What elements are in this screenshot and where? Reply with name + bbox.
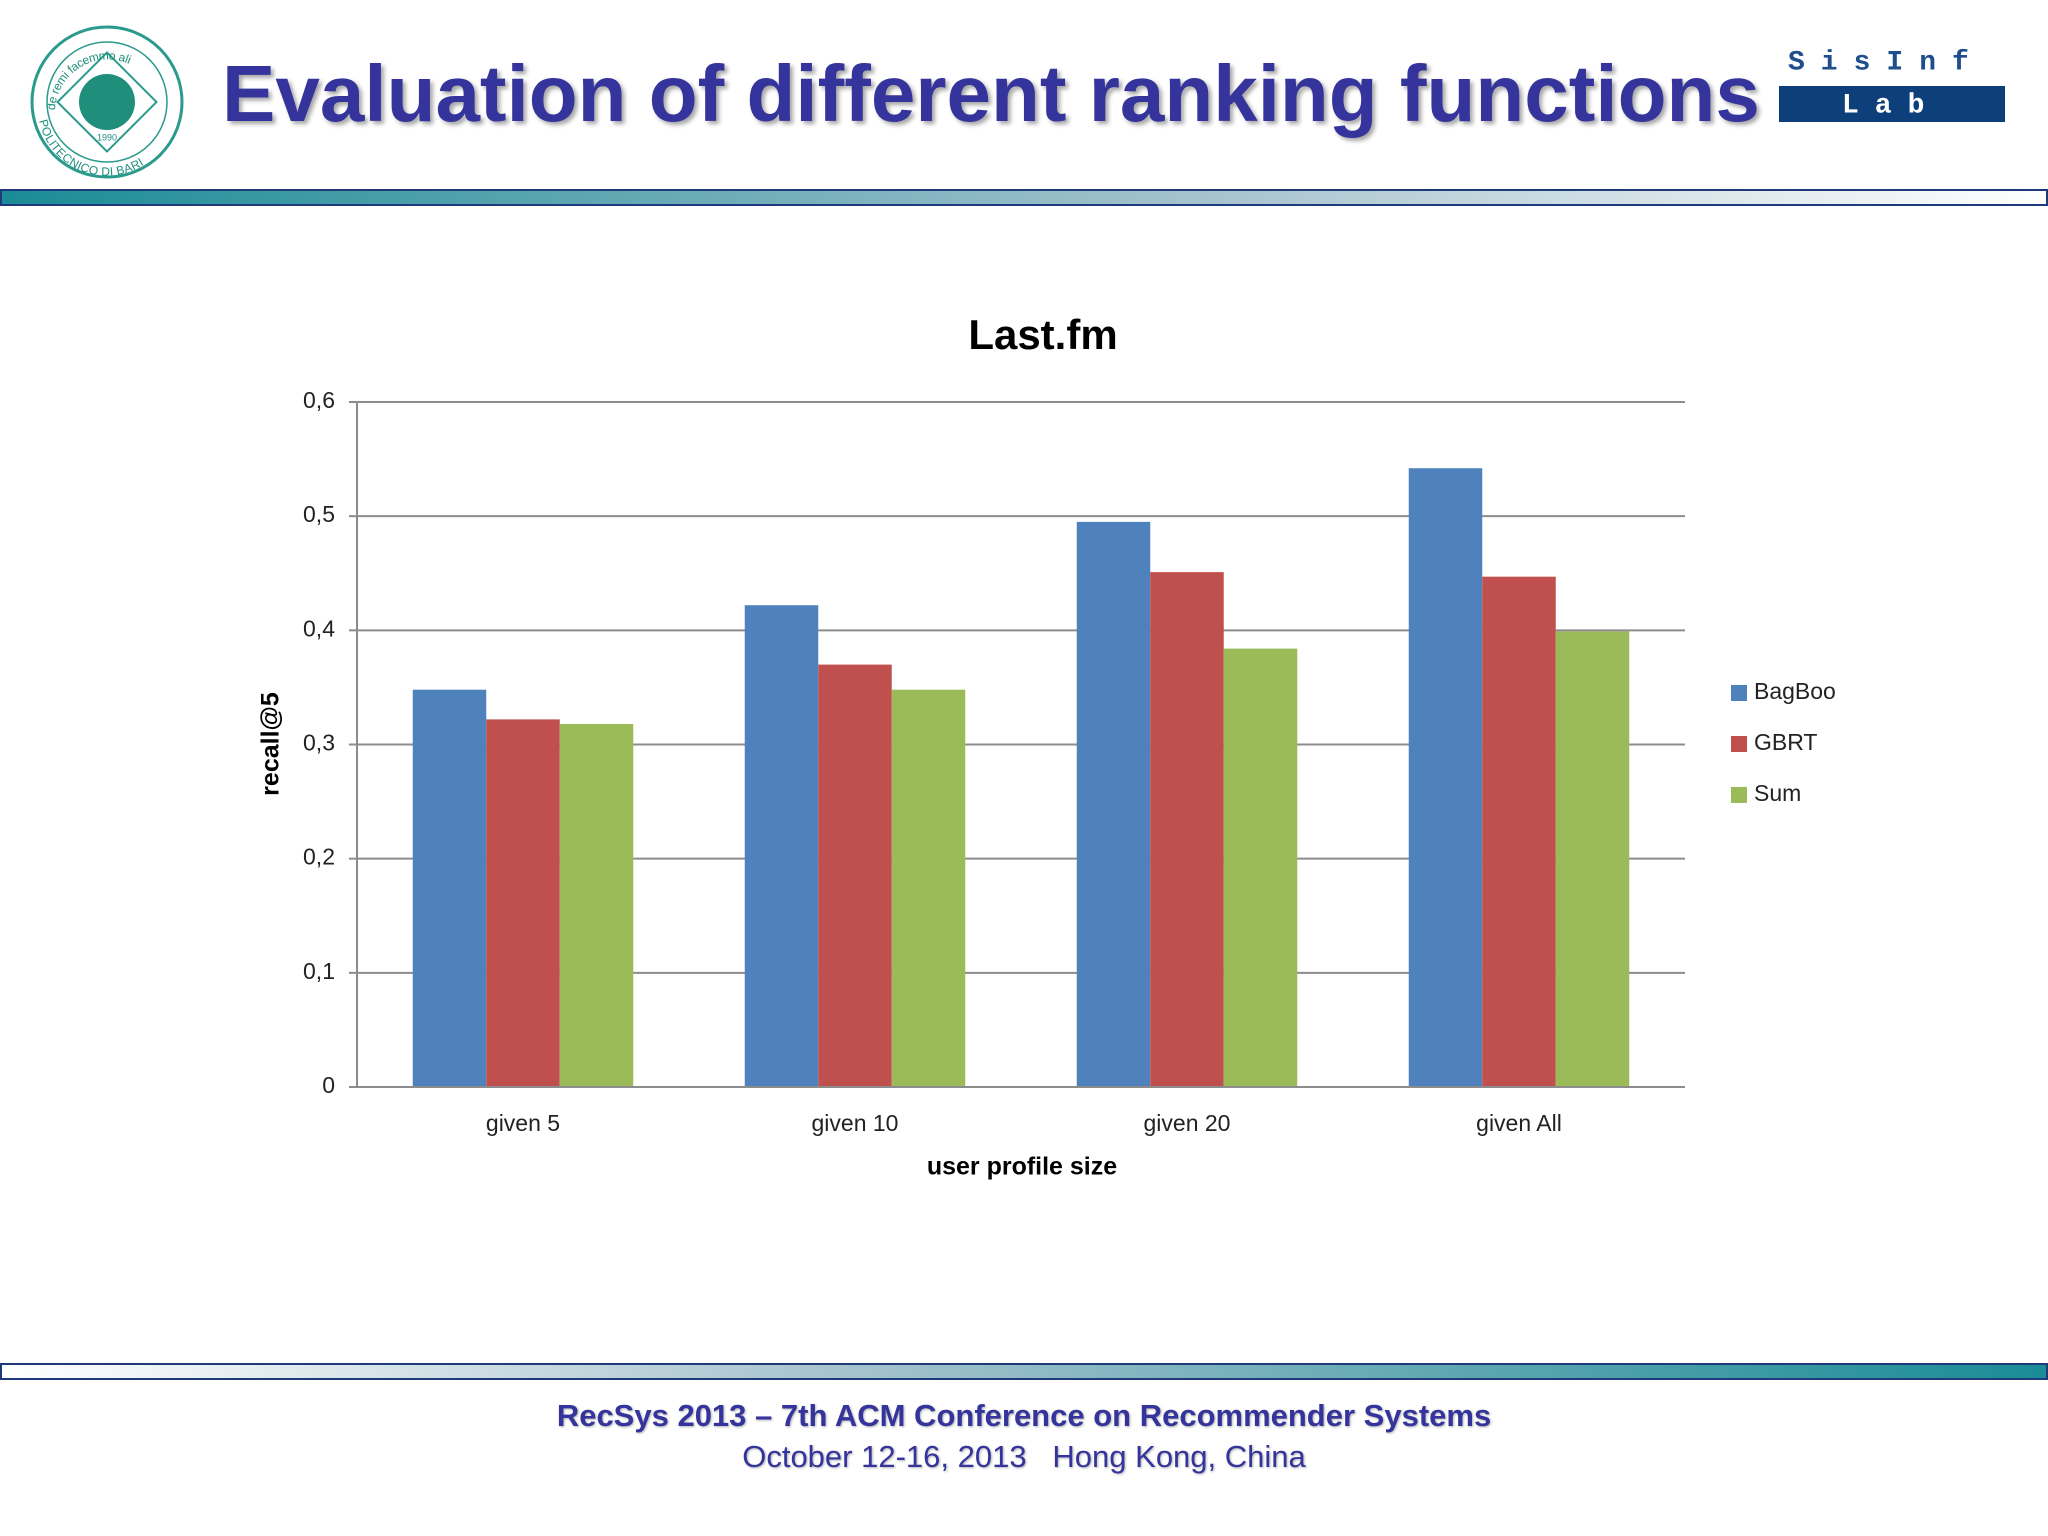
logo-ring — [30, 25, 184, 179]
footer-line: October 12-16, 2013 Hong Kong, China — [742, 1439, 1306, 1474]
y-tick-label: 0,1 — [303, 958, 335, 984]
legend-label: Sum — [1754, 780, 1801, 806]
y-tick-label: 0,4 — [303, 615, 335, 641]
legend-swatch — [1731, 685, 1747, 701]
y-tick-label: 0,2 — [303, 844, 335, 870]
logo-square — [56, 51, 158, 153]
logo-text: Lab — [1842, 90, 1940, 121]
chart-title: Last.fm — [968, 311, 1117, 358]
bar — [1076, 521, 1151, 1087]
y-tick-label: 0 — [322, 1072, 335, 1098]
bar — [486, 719, 560, 1087]
bar — [1408, 468, 1483, 1087]
logo-gear — [79, 74, 135, 130]
chart: Last.fm user profile size recall@5 0 0,1 0… — [257, 311, 1836, 1181]
y-tick-label: 0,3 — [303, 730, 335, 756]
bar — [1223, 648, 1298, 1087]
bar — [412, 689, 487, 1087]
y-tick-label: 0,6 — [303, 387, 335, 413]
bar — [559, 723, 634, 1087]
legend-swatch — [1731, 736, 1747, 752]
bar — [1482, 576, 1556, 1087]
footer-line: RecSys 2013 – 7th ACM Conference on Reco… — [557, 1398, 1491, 1433]
bar — [891, 689, 966, 1087]
bar — [744, 605, 819, 1087]
right-logo: SisInf Lab — [1779, 46, 2005, 122]
x-tick-label: given 5 — [486, 1110, 560, 1136]
bar — [1555, 631, 1630, 1087]
logo-year: 1990 — [97, 132, 117, 142]
bar — [818, 664, 892, 1087]
y-axis-label: recall@5 — [257, 692, 285, 796]
legend-swatch — [1731, 787, 1747, 803]
logo-box — [1779, 46, 2005, 82]
slide-title: Evaluation of different ranking function… — [222, 49, 1760, 138]
y-tick-label: 0,5 — [303, 501, 335, 527]
header-band — [0, 189, 2048, 206]
legend-label: GBRT — [1754, 729, 1817, 755]
x-tick-label: given 10 — [812, 1110, 899, 1136]
x-axis-label: user profile size — [927, 1153, 1117, 1181]
footer-band — [0, 1363, 2048, 1380]
left-logo: de remi facemmo ali POLITECNICO DI BARI … — [30, 25, 184, 179]
logo-ring — [46, 41, 168, 163]
logo-box — [1779, 86, 2005, 122]
x-tick-label: given 20 — [1144, 1110, 1231, 1136]
bar — [1150, 572, 1224, 1087]
logo-text: SisInf — [1788, 47, 1985, 78]
legend-label: BagBoo — [1754, 678, 1836, 704]
x-tick-label: given All — [1476, 1110, 1562, 1136]
